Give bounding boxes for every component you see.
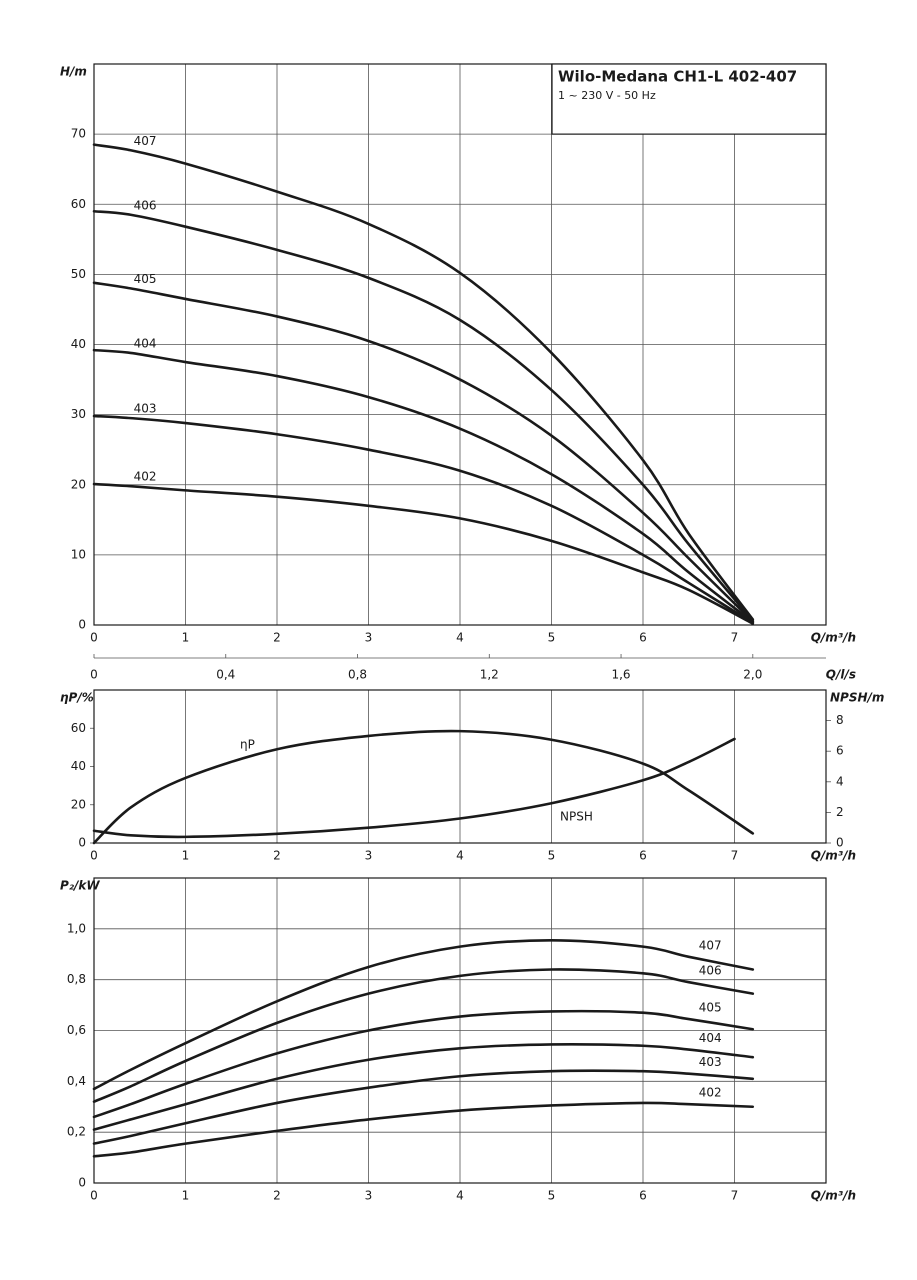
series-label: 405	[699, 1001, 722, 1015]
series-label: 404	[134, 336, 157, 350]
series-label: 406	[134, 198, 157, 212]
line-series	[92, 348, 755, 624]
y-axis-label: H/m	[60, 65, 87, 79]
line-series	[92, 414, 755, 625]
series-label: 403	[134, 402, 157, 416]
x-tick-label: 7	[731, 849, 739, 863]
series-label: 402	[134, 470, 157, 484]
chart-title: Wilo-Medana CH1-L 402-407	[558, 68, 797, 86]
y2-tick-label: 8	[836, 713, 844, 727]
x-tick-label: 7	[731, 631, 739, 645]
x2-tick-label: 1,6	[611, 668, 630, 682]
line-series	[92, 1101, 755, 1158]
x2-tick-label: 0,4	[216, 668, 235, 682]
y-axis-label: ηP/%	[60, 691, 94, 705]
line-series	[92, 1009, 755, 1119]
x-tick-label: 2	[273, 1189, 281, 1203]
series-label: 407	[134, 134, 157, 148]
x-tick-label: 4	[456, 631, 464, 645]
chart-subtitle: 1 ~ 230 V - 50 Hz	[558, 89, 656, 102]
series-label: 407	[699, 938, 722, 952]
y-tick-label: 60	[71, 721, 86, 735]
line-series	[92, 729, 755, 845]
x-axis-label: Q/m³/h	[811, 849, 856, 863]
x-tick-label: 3	[365, 849, 373, 863]
plot-frame	[93, 63, 827, 626]
series-label: 402	[699, 1086, 722, 1100]
y-tick-label: 20	[71, 797, 86, 811]
x2-axis-label: Q/l/s	[826, 668, 856, 682]
y2-axis-label: NPSH/m	[830, 691, 884, 705]
y-tick-label: 70	[71, 127, 86, 141]
y-tick-label: 0,8	[67, 972, 86, 986]
x-tick-label: 5	[548, 1189, 556, 1203]
line-series	[92, 938, 755, 1091]
y-tick-label: 40	[71, 337, 86, 351]
y-tick-label: 40	[71, 759, 86, 773]
x-tick-label: 2	[273, 631, 281, 645]
x-tick-label: 0	[90, 1189, 98, 1203]
y2-tick-label: 4	[836, 774, 844, 788]
line-series	[92, 968, 755, 1103]
line-series	[92, 143, 755, 621]
y-tick-label: 0,2	[67, 1125, 86, 1139]
x-tick-label: 6	[639, 1189, 647, 1203]
series-label: 404	[699, 1031, 722, 1045]
series-label: 405	[134, 272, 157, 286]
title-box	[551, 63, 827, 135]
x-tick-label: 4	[456, 849, 464, 863]
series-label: ηP	[240, 738, 255, 752]
y-axis-label: P₂/kW	[60, 879, 100, 893]
y-tick-label: 1,0	[67, 921, 86, 935]
series-label: 406	[699, 964, 722, 978]
x2-tick-label: 2,0	[743, 668, 762, 682]
x-tick-label: 6	[639, 631, 647, 645]
x-tick-label: 7	[731, 1189, 739, 1203]
y-tick-label: 30	[71, 407, 86, 421]
y2-tick-label: 6	[836, 744, 844, 758]
line-series	[92, 1043, 755, 1131]
y-tick-label: 0	[78, 618, 86, 632]
x-axis-label: Q/m³/h	[811, 1189, 856, 1203]
y-tick-label: 60	[71, 197, 86, 211]
x-tick-label: 0	[90, 849, 98, 863]
y2-tick-label: 2	[836, 805, 844, 819]
y-tick-label: 50	[71, 267, 86, 281]
y-tick-label: 0	[78, 836, 86, 850]
line-series	[92, 281, 755, 623]
x-tick-label: 3	[365, 631, 373, 645]
y-tick-label: 10	[71, 547, 86, 561]
y-tick-label: 0,4	[67, 1074, 86, 1088]
series-label: 403	[699, 1055, 722, 1069]
x2-tick-label: 0,8	[348, 668, 367, 682]
plot-frame	[93, 877, 827, 1184]
x-tick-label: 6	[639, 849, 647, 863]
x2-tick-label: 1,2	[480, 668, 499, 682]
x-tick-label: 4	[456, 1189, 464, 1203]
x-tick-label: 3	[365, 1189, 373, 1203]
y-tick-label: 20	[71, 477, 86, 491]
x-tick-label: 5	[548, 849, 556, 863]
line-series	[92, 209, 755, 623]
line-series	[92, 737, 736, 839]
x-tick-label: 1	[182, 631, 190, 645]
x2-tick-label: 0	[90, 668, 98, 682]
x-tick-label: 2	[273, 849, 281, 863]
x-axis-label: Q/m³/h	[811, 631, 856, 645]
y-tick-label: 0	[78, 1176, 86, 1190]
y2-tick-label: 0	[836, 836, 844, 850]
plot-frame	[93, 689, 827, 844]
x-tick-label: 1	[182, 1189, 190, 1203]
x-tick-label: 0	[90, 631, 98, 645]
line-series	[92, 1069, 755, 1145]
y-tick-label: 0,6	[67, 1023, 86, 1037]
x-tick-label: 1	[182, 849, 190, 863]
x-tick-label: 5	[548, 631, 556, 645]
line-series	[92, 482, 755, 625]
series-label: NPSH	[560, 810, 593, 824]
